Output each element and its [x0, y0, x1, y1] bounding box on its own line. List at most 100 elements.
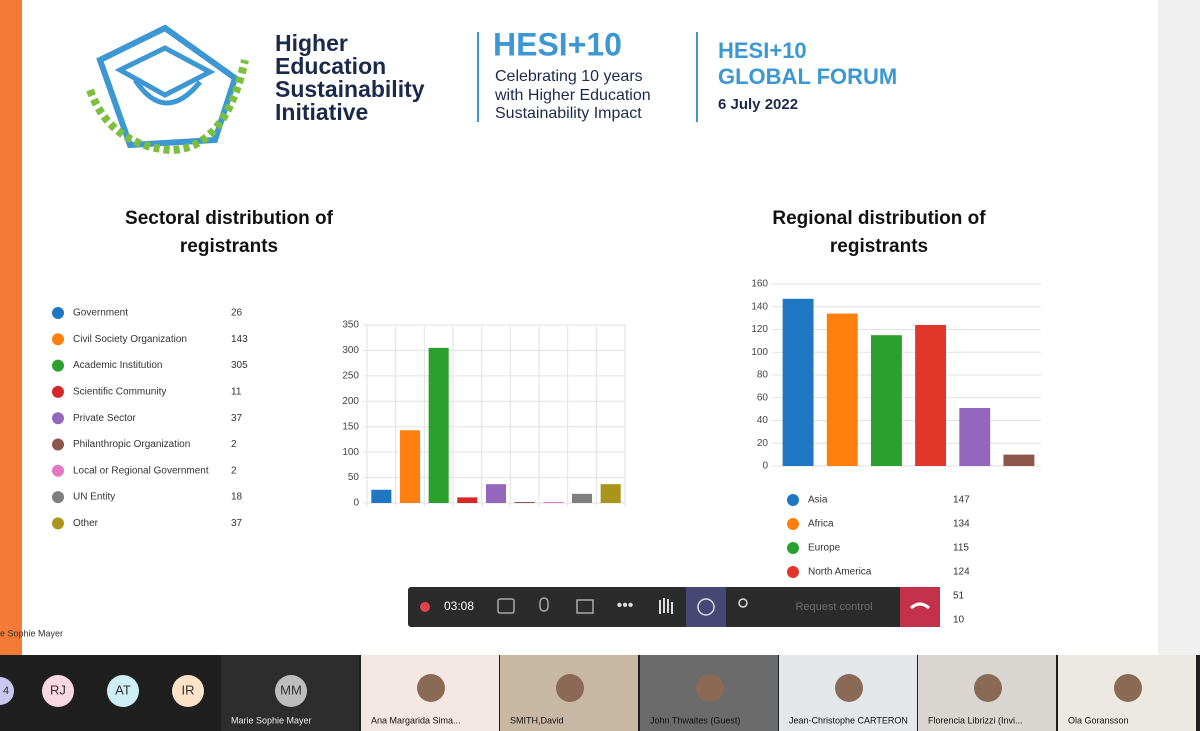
y-tick-label: 0 [762, 461, 768, 472]
slide [22, 0, 1158, 655]
avatar-initials: MM [280, 682, 302, 697]
chart-title: Sectoral distribution of [125, 208, 334, 229]
avatar [275, 675, 307, 707]
legend-label: Private Sector [73, 413, 136, 424]
legend-label: UN Entity [73, 492, 115, 503]
y-tick-label: 250 [342, 370, 359, 381]
date: 6 July 2022 [718, 96, 798, 113]
avatar-initials: AT [115, 682, 131, 697]
person [974, 674, 1002, 702]
y-tick-label: 80 [757, 370, 769, 381]
bar [959, 407, 991, 466]
legend-label: North America [808, 567, 872, 578]
legend-swatch [52, 412, 64, 425]
camera-button[interactable] [497, 598, 515, 614]
more-button[interactable]: ••• [617, 597, 634, 614]
legend-label: Other [73, 518, 99, 529]
leave-button[interactable] [900, 587, 940, 627]
legend-swatch [787, 518, 799, 530]
avatar-initials: RJ [50, 682, 66, 697]
participant-name: Jean-Christophe CARTERON [789, 715, 908, 725]
timer: 03:08 [444, 599, 474, 613]
record-indicator [420, 602, 430, 612]
participant-name: SMITH,David [510, 715, 564, 725]
legend-value: 2 [231, 439, 237, 450]
y-tick-label: 350 [342, 320, 359, 331]
bar [782, 298, 814, 466]
share-button[interactable] [576, 599, 594, 614]
mic-button[interactable] [539, 597, 549, 612]
participant-caption: e Sophie Mayer [0, 628, 63, 638]
avatar [172, 675, 204, 707]
people-button[interactable] [738, 598, 748, 608]
bar [826, 313, 858, 466]
legend-swatch [52, 359, 64, 372]
bar [571, 493, 593, 503]
bar [543, 501, 564, 503]
legend-label: Local or Regional Government [73, 465, 209, 476]
logo [86, 24, 249, 155]
participant-name: Ola Goransson [1068, 715, 1129, 725]
legend-value: 134 [953, 519, 970, 530]
avatar-initials: IR [182, 682, 195, 697]
legend-label: Civil Society Organization [73, 334, 187, 345]
person [417, 674, 445, 702]
legend-swatch [52, 517, 64, 530]
y-tick-label: 20 [757, 438, 769, 449]
y-tick-label: 40 [757, 415, 769, 426]
legend-value: 37 [231, 518, 243, 529]
participant-name: Florencia Librizzi (Invi... [928, 715, 1023, 725]
slide-stripe [0, 0, 22, 655]
forum-title: HESI+10 [718, 38, 807, 63]
legend-swatch [52, 464, 64, 477]
legend-swatch [787, 566, 799, 578]
person [696, 674, 724, 702]
legend-value: 11 [231, 387, 242, 398]
chart-title: Regional distribution of [772, 208, 986, 229]
legend-swatch [52, 307, 64, 319]
y-tick-label: 300 [342, 345, 359, 356]
logo-title: Sustainability [275, 76, 425, 102]
chart-title: registrants [180, 236, 278, 257]
legend-value: 124 [953, 567, 970, 578]
legend-label: Academic Institution [73, 360, 163, 371]
y-tick-label: 60 [757, 392, 769, 403]
bar [600, 484, 621, 503]
avatar [0, 677, 14, 705]
legend-swatch [787, 494, 799, 506]
participant-name: John Thwaites (Guest) [650, 715, 740, 725]
legend-label: Scientific Community [73, 387, 166, 398]
y-tick-label: 140 [751, 301, 768, 312]
request-control[interactable]: Request control [795, 601, 872, 613]
bar [371, 489, 392, 503]
logo-title: Initiative [275, 99, 368, 125]
legend-value: 51 [953, 591, 965, 602]
bar [485, 484, 507, 503]
bar [428, 347, 449, 503]
logo-title: Higher [275, 30, 348, 56]
y-tick-label: 120 [751, 324, 768, 335]
legend-swatch [52, 333, 64, 346]
chat-button-bg[interactable] [686, 587, 726, 627]
tagline: Sustainability Impact [495, 105, 642, 122]
avatar [107, 675, 139, 707]
meeting-toolbar: 03:08 ••• Request control [408, 587, 940, 627]
forum-title: GLOBAL FORUM [718, 64, 897, 89]
bar [870, 335, 902, 466]
logo-laurel [86, 59, 249, 155]
toolbar-bg [408, 587, 940, 627]
legend-label: Philanthropic Organization [73, 439, 190, 450]
logo-title: Education [275, 53, 386, 79]
event-title: HESI+10 [493, 26, 622, 62]
legend-swatch [52, 438, 64, 451]
legend-value: 18 [231, 492, 243, 503]
participant-name: Marie Sophie Mayer [231, 715, 312, 725]
tagline: Celebrating 10 years [495, 68, 643, 85]
legend-value: 147 [953, 495, 970, 506]
legend-value: 26 [231, 308, 243, 319]
person [1114, 674, 1142, 702]
chat-button[interactable] [697, 598, 715, 616]
legend-label: Europe [808, 543, 841, 554]
raise-hand-button[interactable] [659, 598, 673, 614]
